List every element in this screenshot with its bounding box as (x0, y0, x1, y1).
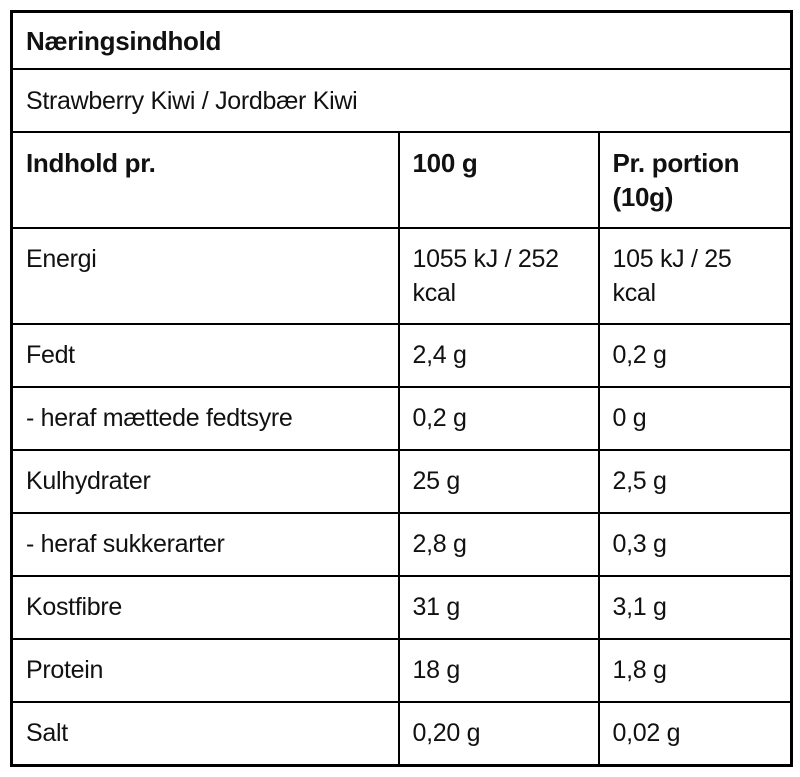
nutrient-label: Kostfibre (10, 575, 400, 640)
flavor-row: Strawberry Kiwi / Jordbær Kiwi (10, 68, 793, 133)
nutrient-row-protein: Protein 18 g 1,8 g (10, 638, 793, 703)
nutrient-label: - heraf sukkerarter (10, 512, 400, 577)
column-header-row: Indhold pr. 100 g Pr. portion (10g) (10, 131, 793, 229)
value-per-100g: 2,8 g (397, 512, 600, 577)
value-per-portion: 0 g (597, 386, 793, 451)
nutrition-table: Næringsindhold Strawberry Kiwi / Jordbær… (10, 10, 794, 767)
nutrient-row-fedt: Fedt 2,4 g 0,2 g (10, 323, 793, 388)
column-header-per-portion: Pr. portion (10g) (597, 131, 793, 229)
nutrient-row-energi: Energi 1055 kJ / 252 kcal 105 kJ / 25 kc… (10, 227, 793, 325)
value-per-portion: 1,8 g (597, 638, 793, 703)
nutrient-row-kostfibre: Kostfibre 31 g 3,1 g (10, 575, 793, 640)
value-per-portion: 105 kJ / 25 kcal (597, 227, 793, 325)
nutrient-label: Fedt (10, 323, 400, 388)
value-per-portion: 3,1 g (597, 575, 793, 640)
value-per-portion: 0,02 g (597, 701, 793, 766)
value-per-100g: 0,2 g (397, 386, 600, 451)
value-per-100g: 31 g (397, 575, 600, 640)
value-per-portion: 2,5 g (597, 449, 793, 514)
value-per-portion: 0,2 g (597, 323, 793, 388)
nutrient-label: Kulhydrater (10, 449, 400, 514)
flavor-name: Strawberry Kiwi / Jordbær Kiwi (10, 68, 793, 133)
nutrient-label: - heraf mættede fedtsyre (10, 386, 400, 451)
column-header-label: Indhold pr. (10, 131, 400, 229)
value-per-portion: 0,3 g (597, 512, 793, 577)
value-per-100g: 18 g (397, 638, 600, 703)
nutrient-label: Protein (10, 638, 400, 703)
nutrient-label: Energi (10, 227, 400, 325)
column-header-per-100g: 100 g (397, 131, 600, 229)
value-per-100g: 0,20 g (397, 701, 600, 766)
nutrient-row-salt: Salt 0,20 g 0,02 g (10, 701, 793, 766)
nutrient-label: Salt (10, 701, 400, 766)
nutrient-row-maettede-fedtsyre: - heraf mættede fedtsyre 0,2 g 0 g (10, 386, 793, 451)
nutrient-row-kulhydrater: Kulhydrater 25 g 2,5 g (10, 449, 793, 514)
table-title-row: Næringsindhold (10, 10, 793, 70)
value-per-100g: 2,4 g (397, 323, 600, 388)
value-per-100g: 25 g (397, 449, 600, 514)
value-per-100g: 1055 kJ / 252 kcal (397, 227, 600, 325)
table-title: Næringsindhold (10, 10, 793, 70)
nutrient-row-sukkerarter: - heraf sukkerarter 2,8 g 0,3 g (10, 512, 793, 577)
